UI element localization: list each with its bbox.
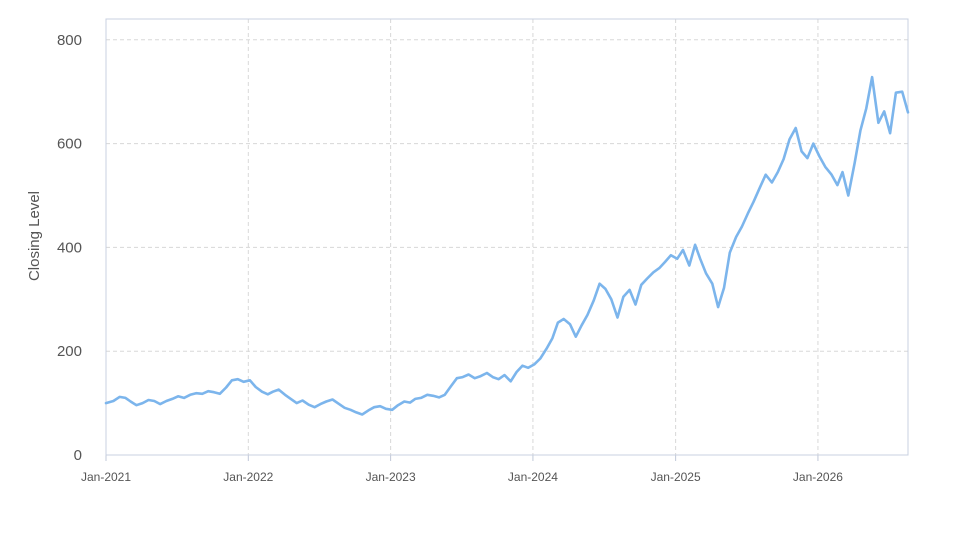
y-tick-label: 200 — [57, 343, 82, 360]
x-tick-label: Jan-2021 — [81, 470, 131, 484]
gridlines — [106, 19, 908, 455]
y-tick-label: 600 — [57, 136, 82, 153]
y-tick-label: 400 — [57, 239, 82, 256]
x-tick-label: Jan-2022 — [223, 470, 273, 484]
x-tick-label: Jan-2025 — [651, 470, 701, 484]
plot-border — [105, 18, 909, 456]
y-tick-label: 800 — [57, 32, 82, 49]
x-tick-label: Jan-2024 — [508, 470, 558, 484]
series-line — [104, 75, 910, 416]
y-tick-label: 0 — [74, 447, 82, 464]
series-group — [104, 75, 910, 416]
y-axis-title: Closing Level — [26, 191, 43, 281]
tick-labels: 0 200 400 600 800 Jan-2021 Jan-2022 Jan-2023 Jan… — [57, 32, 843, 484]
x-tick-label: Jan-2026 — [793, 470, 843, 484]
x-tick-label: Jan-2023 — [366, 470, 416, 484]
axes — [105, 18, 909, 461]
